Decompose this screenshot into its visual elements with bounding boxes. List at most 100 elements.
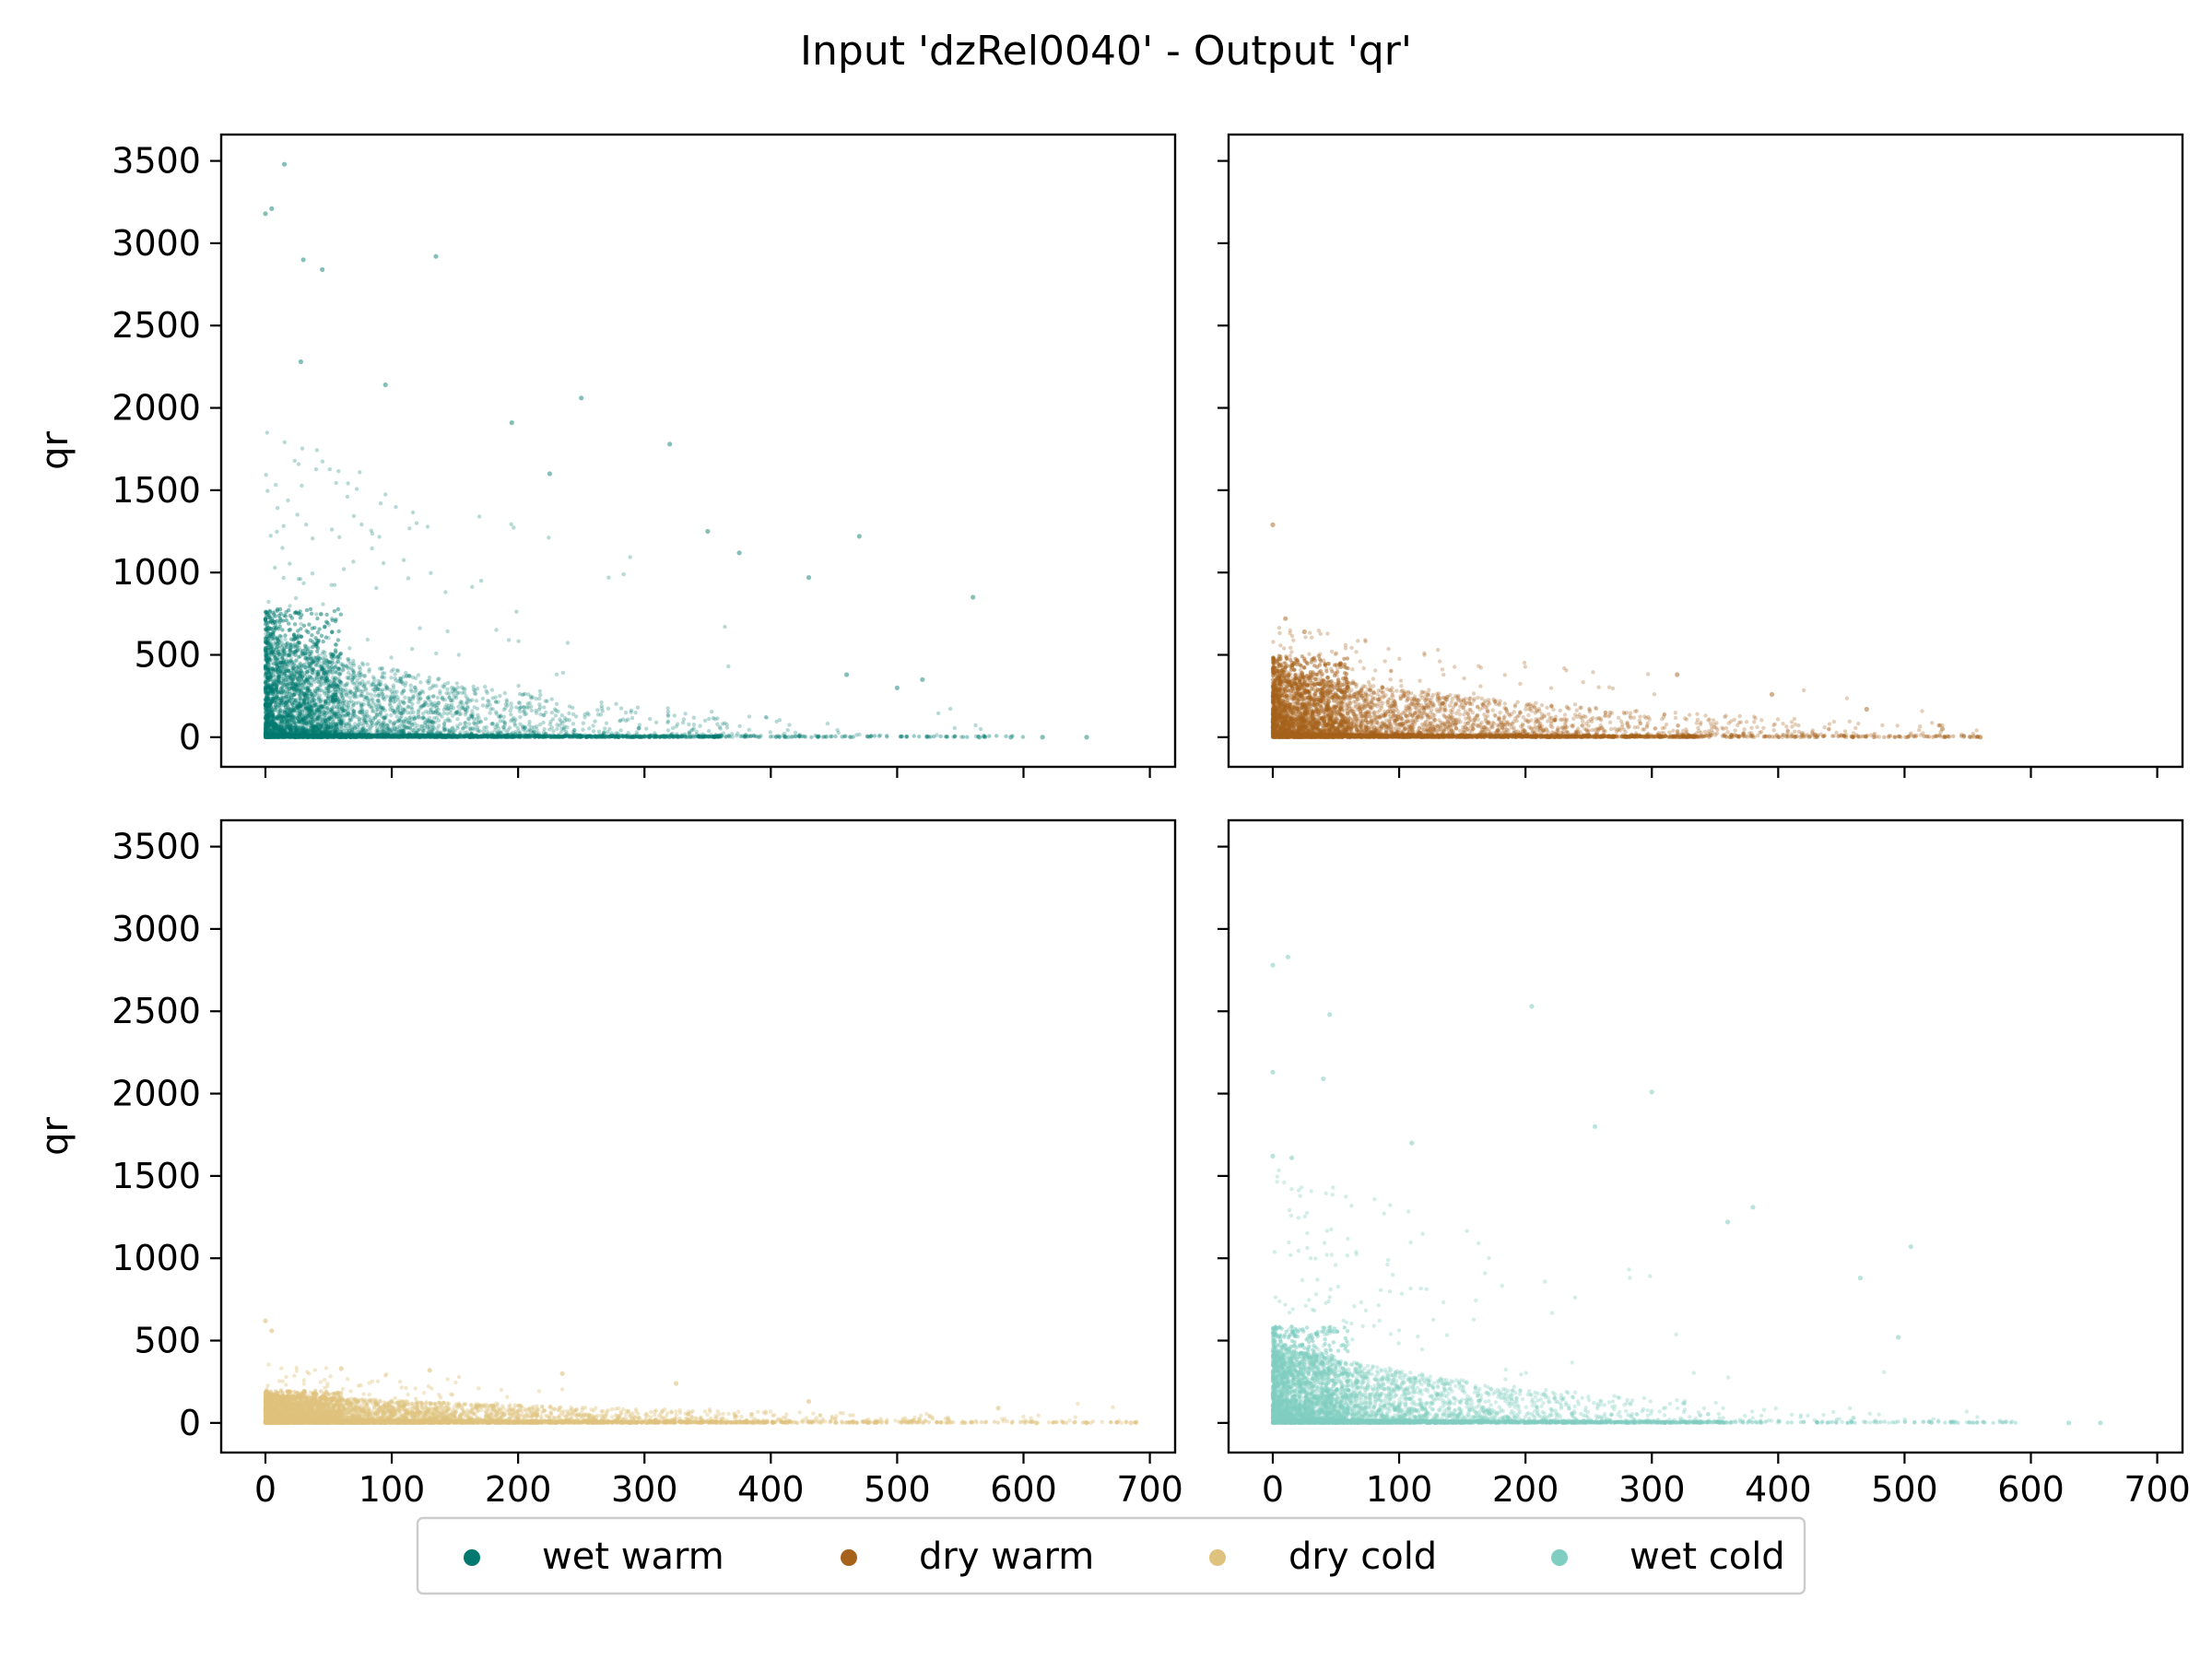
data-point [288,732,293,737]
data-point [330,706,335,712]
data-point [409,733,415,737]
data-point [730,735,735,739]
data-point [397,724,403,728]
data-point [306,729,311,734]
data-point [312,735,317,739]
data-point [535,734,539,738]
data-point [402,709,407,713]
data-point [373,702,378,707]
data-point [415,734,419,739]
data-point [309,710,313,715]
data-point [314,724,319,730]
data-point [278,715,283,721]
data-point [349,724,354,729]
data-point [520,692,524,698]
data-point [397,735,402,739]
data-point [358,666,362,672]
data-point [273,719,277,724]
data-point [271,689,276,695]
data-point [537,702,542,707]
data-point [453,711,458,715]
data-point [276,673,280,677]
data-point [277,733,283,738]
data-point [508,709,512,713]
data-point [265,641,270,646]
data-point [369,528,373,533]
data-point [393,672,397,677]
data-point [418,734,423,739]
data-point [319,688,324,693]
data-point [285,707,289,712]
data-point [291,734,296,738]
data-point [335,734,340,738]
data-point [288,734,292,739]
data-point [339,732,344,736]
data-point [359,693,363,698]
data-point [571,732,577,737]
data-point [514,705,519,710]
data-point [548,734,553,738]
data-point [629,735,634,739]
data-point [290,705,295,710]
data-point [532,724,536,730]
data-point [524,735,529,739]
data-point [471,684,476,689]
data-point [319,611,324,616]
data-point [375,720,380,724]
data-point [532,729,536,735]
data-point [336,707,341,712]
data-point [560,670,566,676]
data-point [271,731,276,736]
data-point [344,735,348,739]
data-point [965,735,970,739]
data-point [278,668,283,673]
data-point [316,734,321,738]
data-point [337,735,342,739]
data-point [295,733,300,737]
data-point [629,715,635,721]
data-point [330,693,335,698]
data-point [366,735,371,739]
data-point [480,703,486,708]
data-point [377,719,382,724]
data-point [448,707,453,712]
data-point [341,699,347,703]
data-point [394,689,399,694]
data-point [264,666,268,671]
data-point [747,714,752,719]
data-point [490,722,495,726]
data-point [917,735,922,739]
data-point [342,683,347,688]
data-point [380,666,384,671]
data-point [512,735,517,739]
data-point [499,735,504,739]
data-point [509,719,513,724]
data-point [267,734,272,738]
data-point [289,695,294,700]
data-point [280,546,285,550]
data-point [446,716,451,722]
data-point [269,709,275,713]
data-point [380,688,385,692]
data-point [504,733,509,737]
data-point [323,733,327,737]
data-point [277,733,283,737]
data-point [314,448,320,453]
data-point [394,734,398,738]
data-point [457,709,462,713]
data-point [333,735,337,739]
data-point [305,734,310,738]
data-point [281,713,287,718]
data-point [308,735,312,739]
data-point [408,683,413,688]
data-point [328,734,333,738]
data-point [289,734,294,738]
data-point [264,700,268,706]
data-point [476,712,480,717]
data-point [495,724,500,728]
data-point [430,720,436,724]
data-point [427,678,431,683]
data-point [381,734,385,739]
data-point [495,722,500,726]
